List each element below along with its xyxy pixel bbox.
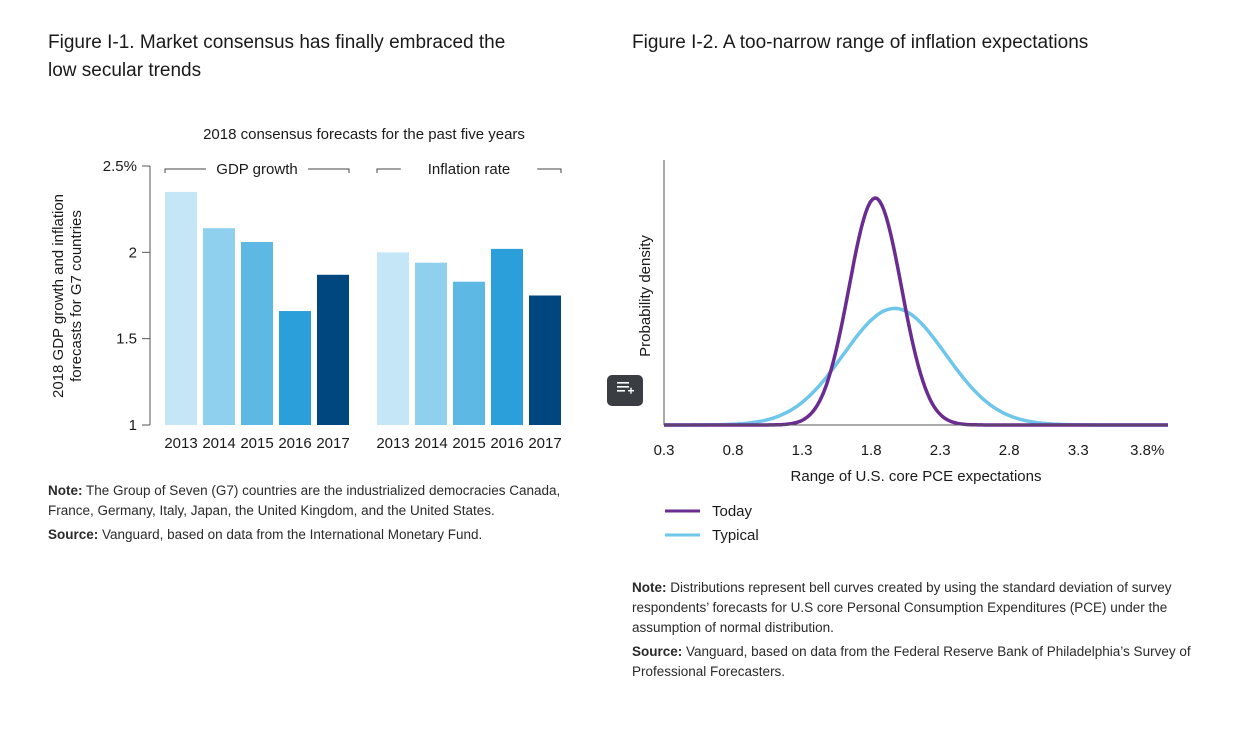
comment-icon [615,380,635,401]
x-tick-label: 2016 [490,435,523,452]
x-tick-label: 2016 [278,435,311,452]
bar-chart: 2018 consensus forecasts for the past fi… [50,126,562,452]
bar-gdp-growth-2017 [317,274,349,425]
bracket-right [308,168,350,173]
x-tick-label: 0.3 [654,442,675,459]
figure-1-notes: Note: The Group of Seven (G7) countries … [48,481,608,549]
bar-inflation-rate-2015 [453,281,485,425]
x-tick-label: 1.3 [792,442,813,459]
x-tick-label: 1.8 [861,442,882,459]
series-label: GDP growth [216,161,297,178]
x-tick-label: 2015 [452,435,485,452]
y-tick-label: 1 [129,417,137,434]
x-tick-label: 2017 [528,435,561,452]
source-label: Source: [48,527,99,542]
curve-today [664,196,1168,427]
bracket-left [164,168,206,173]
note-text: The Group of Seven (G7) countries are th… [48,483,561,518]
density-chart: Probability density 0.3 0.8 1.3 1.8 2.3 2.8 3.… [637,160,1168,544]
legend-label-typical: Typical [712,527,759,544]
figure-2-notes: Note: Distributions represent bell curve… [632,578,1192,686]
legend-label-today: Today [712,503,753,520]
bar-inflation-rate-2013 [377,252,409,425]
x-axis-label: Range of U.S. core PCE expectations [791,468,1042,485]
bar-gdp-growth-2015 [241,241,273,425]
x-tick-label: 2014 [202,435,235,452]
note-label: Note: [48,483,83,498]
bar-inflation-rate-2017 [529,295,561,425]
y-axis-label: Probability density [637,235,654,357]
bracket-right [537,168,562,173]
x-tick-label: 3.3 [1068,442,1089,459]
x-tick-label: 2014 [414,435,447,452]
y-tick-label: 1.5 [116,331,137,348]
source-label: Source: [632,644,683,659]
bracket-left [376,168,401,173]
figure-2-title: Figure I-2. A too-narrow range of inflat… [632,32,1089,53]
figure-1-title: Figure I-1. Market consensus has finally… [48,32,506,81]
bar-inflation-rate-2016 [491,248,523,425]
x-tick-label: 2015 [240,435,273,452]
x-tick-label: 0.8 [723,442,744,459]
note-text: Distributions represent bell curves crea… [632,580,1172,635]
bar-inflation-rate-2014 [415,262,447,425]
bar-gdp-growth-2016 [279,311,311,425]
x-tick-label: 2017 [316,435,349,452]
bar-gdp-growth-2013 [165,191,197,425]
y-tick-label: 2 [129,244,137,261]
curve-typical [664,306,1168,427]
source-text: Vanguard, based on data from the Interna… [102,527,483,542]
chart-subtitle: 2018 consensus forecasts for the past fi… [203,126,525,143]
y-axis-label-line1: 2018 GDP growth and inflation [50,194,67,398]
x-tick-label: 3.8% [1130,442,1164,459]
y-axis-label-line2: forecasts for G7 countries [68,210,85,382]
add-comment-button[interactable] [607,375,643,406]
bar-gdp-growth-2014 [203,228,235,425]
series-label: Inflation rate [428,161,511,178]
x-tick-label: 2.3 [930,442,951,459]
source-text: Vanguard, based on data from the Federal… [632,644,1191,679]
y-tick-label: 2.5% [103,158,137,175]
x-tick-label: 2013 [164,435,197,452]
x-tick-label: 2013 [376,435,409,452]
note-label: Note: [632,580,667,595]
x-tick-label: 2.8 [999,442,1020,459]
